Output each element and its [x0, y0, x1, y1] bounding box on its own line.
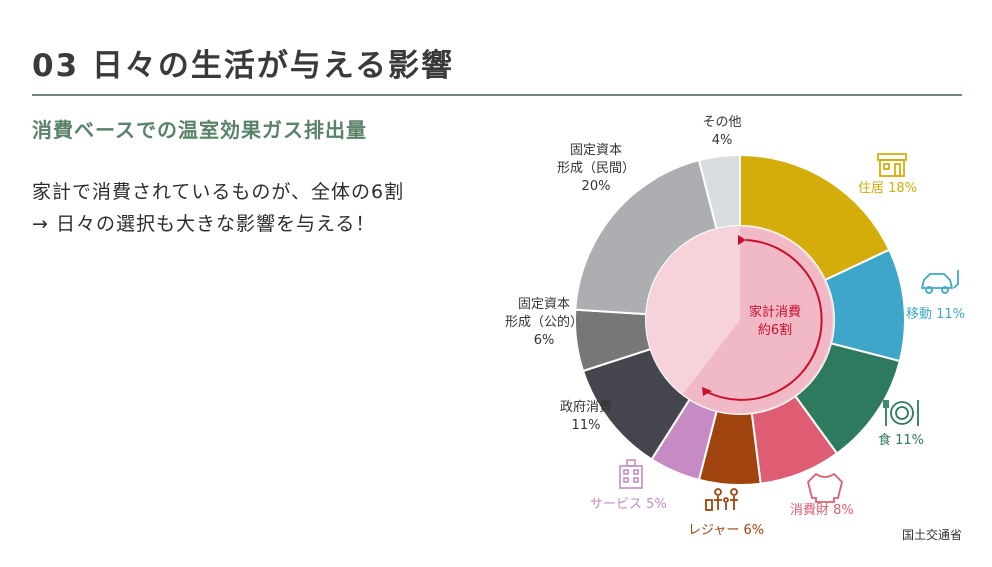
car-icon: [920, 270, 959, 294]
house-icon: [877, 153, 907, 177]
label-slice-1: 移動 11%: [906, 307, 965, 322]
source-credit: 国土交通省: [901, 528, 962, 542]
building-icon: [619, 459, 643, 489]
label-slice-4: レジャー 6%: [688, 523, 764, 538]
plate-icon: [883, 400, 919, 426]
arrow-head-bottom: [702, 387, 712, 396]
center-label-line2: 約6割: [758, 322, 792, 338]
body-text: 家計で消費されているものが、全体の6割 → 日々の選択も大きな影響を与える！: [32, 176, 404, 240]
page-title: 03 日々の生活が与える影響: [32, 48, 455, 84]
label-slice-0: 住居 18%: [858, 181, 917, 196]
chart-icons: [619, 153, 959, 511]
label-slice-6: 政府消費 11%: [560, 400, 612, 433]
family-icon: [705, 488, 738, 511]
label-slice-2: 食 11%: [878, 432, 924, 448]
sweater-icon: [807, 472, 843, 503]
label-slice-3: 消費財 8%: [790, 503, 854, 518]
body-line-1: 家計で消費されているものが、全体の6割: [32, 181, 405, 203]
body-line-2: → 日々の選択も大きな影響を与える！: [32, 213, 376, 235]
arrow-head-top: [738, 235, 746, 245]
label-slice-8: 固定資本形成（民間） 20%: [557, 143, 635, 194]
label-slice-7: 固定資本形成（公的） 6%: [505, 297, 583, 348]
label-slice-9: その他 4%: [702, 115, 741, 148]
title-divider: [32, 94, 962, 96]
household-arrow: [706, 239, 823, 401]
chart-slices: [574, 153, 906, 486]
chart-labels: 住居 18% 移動 11% 食 11% 消費財 8% レジャー 6% サービス 5% 政府消…: [505, 115, 965, 538]
section-subtitle: 消費ベースでの温室効果ガス排出量: [32, 118, 367, 142]
center-label-line1: 家計消費: [749, 304, 801, 320]
household-highlight: [683, 227, 833, 413]
chart-center: 家計消費 約6割: [646, 226, 834, 414]
label-slice-5: サービス 5%: [590, 497, 667, 512]
